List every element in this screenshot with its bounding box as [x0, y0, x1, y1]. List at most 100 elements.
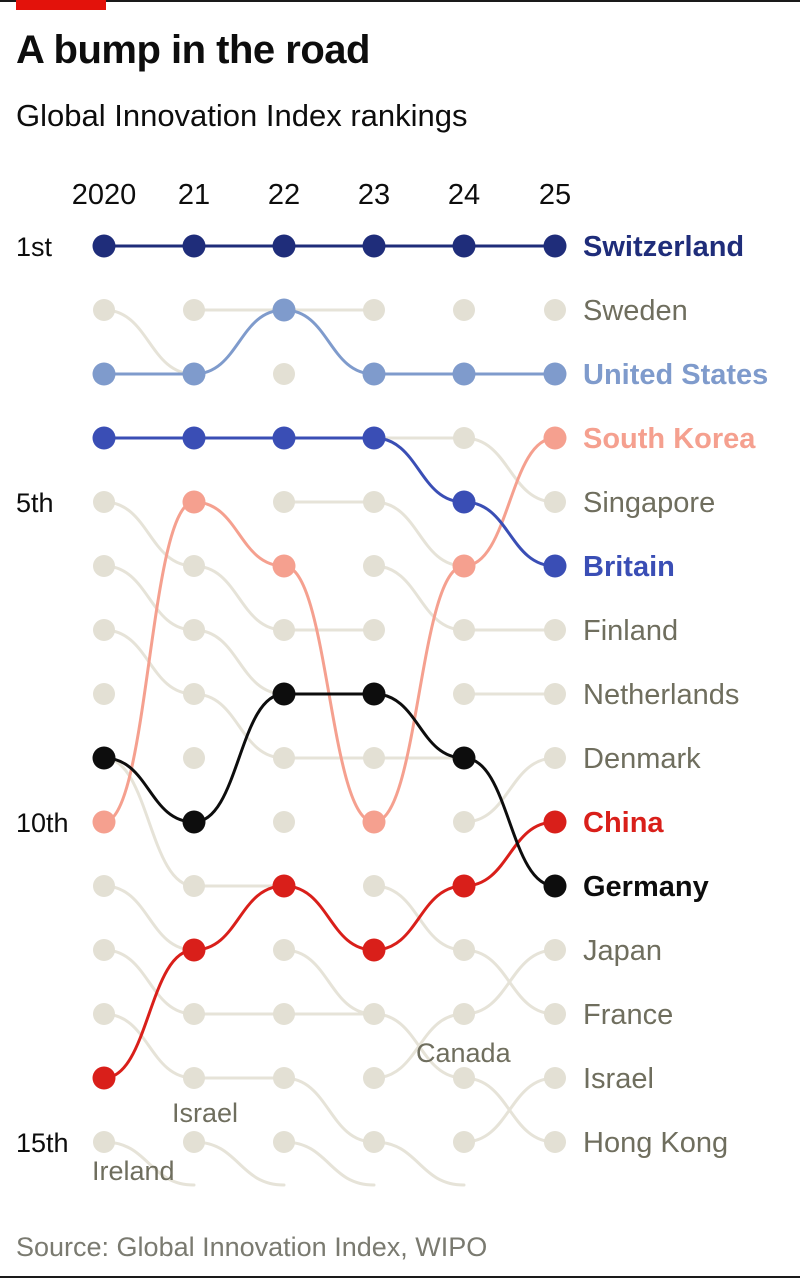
year-label: 22 — [268, 179, 300, 211]
background-dot — [453, 299, 475, 321]
background-connector — [462, 756, 557, 824]
series-point-united-states — [92, 362, 116, 386]
background-dot — [183, 299, 205, 321]
background-dot — [544, 939, 566, 961]
background-dot — [544, 491, 566, 513]
background-connector — [102, 500, 196, 568]
background-dot — [273, 811, 295, 833]
background-connector — [102, 308, 196, 376]
background-dot — [183, 683, 205, 705]
rank-axis-label: 5th — [16, 488, 54, 518]
background-dot — [273, 363, 295, 385]
background-dot — [273, 939, 295, 961]
background-dot — [363, 1067, 385, 1089]
top-rule — [0, 0, 800, 2]
series-line-united-states — [104, 308, 555, 376]
background-dot — [363, 1131, 385, 1153]
background-dot — [363, 299, 385, 321]
end-label: Finland — [583, 615, 678, 647]
series-point-china — [362, 938, 386, 962]
source-note: Source: Global Innovation Index, WIPO — [16, 1232, 488, 1262]
background-dot — [93, 683, 115, 705]
background-connector — [282, 1076, 376, 1144]
year-label: 2020 — [72, 179, 137, 211]
series-point-china — [92, 1066, 116, 1090]
background-connector — [372, 564, 466, 632]
background-connector — [102, 1140, 196, 1187]
series-point-britain — [272, 426, 296, 450]
series-point-switzerland — [362, 234, 386, 258]
background-connector — [462, 1076, 557, 1144]
year-label: 24 — [448, 179, 480, 211]
background-connector — [102, 564, 196, 632]
background-dot — [273, 619, 295, 641]
series-point-south-korea — [543, 426, 567, 450]
background-connector — [282, 948, 376, 1016]
background-dot — [93, 491, 115, 513]
background-connector — [282, 1140, 376, 1187]
background-dot — [453, 1067, 475, 1089]
series-point-britain — [92, 426, 116, 450]
background-dot — [453, 427, 475, 449]
background-dot — [453, 811, 475, 833]
series-point-united-states — [362, 362, 386, 386]
bottom-rule — [0, 1276, 800, 1278]
bump-chart: 2020 21 22 23 24 25 1st 5th 10th 15th Ireland Israe… — [16, 179, 768, 1187]
series-point-china — [272, 874, 296, 898]
series-point-china — [182, 938, 206, 962]
background-connector — [102, 884, 196, 952]
series-point-britain — [452, 490, 476, 514]
background-dot — [273, 1003, 295, 1025]
end-label: Sweden — [583, 295, 688, 327]
background-dot — [453, 939, 475, 961]
background-dot — [183, 555, 205, 577]
brand-tag — [16, 0, 106, 10]
background-dot — [273, 747, 295, 769]
background-dot — [183, 1131, 205, 1153]
background-dot — [183, 747, 205, 769]
end-label: Israel — [583, 1063, 654, 1095]
series-point-united-states — [452, 362, 476, 386]
series-point-south-korea — [272, 554, 296, 578]
background-dot — [93, 299, 115, 321]
series-point-germany — [362, 682, 386, 706]
series-point-china — [452, 874, 476, 898]
background-dot — [183, 619, 205, 641]
background-connector — [372, 500, 466, 568]
end-label: Britain — [583, 551, 675, 583]
end-label: Switzerland — [583, 231, 744, 263]
background-dot — [363, 555, 385, 577]
series-point-britain — [543, 554, 567, 578]
rank-axis-label: 10th — [16, 808, 69, 838]
background-dot — [183, 1003, 205, 1025]
background-dot — [93, 939, 115, 961]
background-dot — [544, 1067, 566, 1089]
series-point-south-korea — [92, 810, 116, 834]
end-label: Netherlands — [583, 679, 739, 711]
background-dot — [544, 747, 566, 769]
series-point-south-korea — [182, 490, 206, 514]
background-connector — [372, 1012, 466, 1080]
end-label: Denmark — [583, 743, 701, 775]
background-dot — [93, 1131, 115, 1153]
background-connector — [192, 1140, 286, 1187]
background-connector — [192, 564, 286, 632]
background-dot — [363, 491, 385, 513]
end-label: China — [583, 807, 664, 839]
year-label: 23 — [358, 179, 390, 211]
rank-axis-label: 1st — [16, 232, 53, 262]
background-dot — [363, 1003, 385, 1025]
year-label: 21 — [178, 179, 210, 211]
annotation-label: Israel — [172, 1098, 238, 1128]
background-dot — [453, 619, 475, 641]
background-dot — [93, 555, 115, 577]
end-label: South Korea — [583, 423, 756, 455]
series-point-united-states — [182, 362, 206, 386]
background-dot — [544, 299, 566, 321]
background-dot — [544, 619, 566, 641]
background-connector — [102, 756, 196, 888]
series-point-china — [543, 810, 567, 834]
end-label: Hong Kong — [583, 1127, 728, 1159]
year-label: 25 — [539, 179, 571, 211]
background-dot — [183, 1067, 205, 1089]
